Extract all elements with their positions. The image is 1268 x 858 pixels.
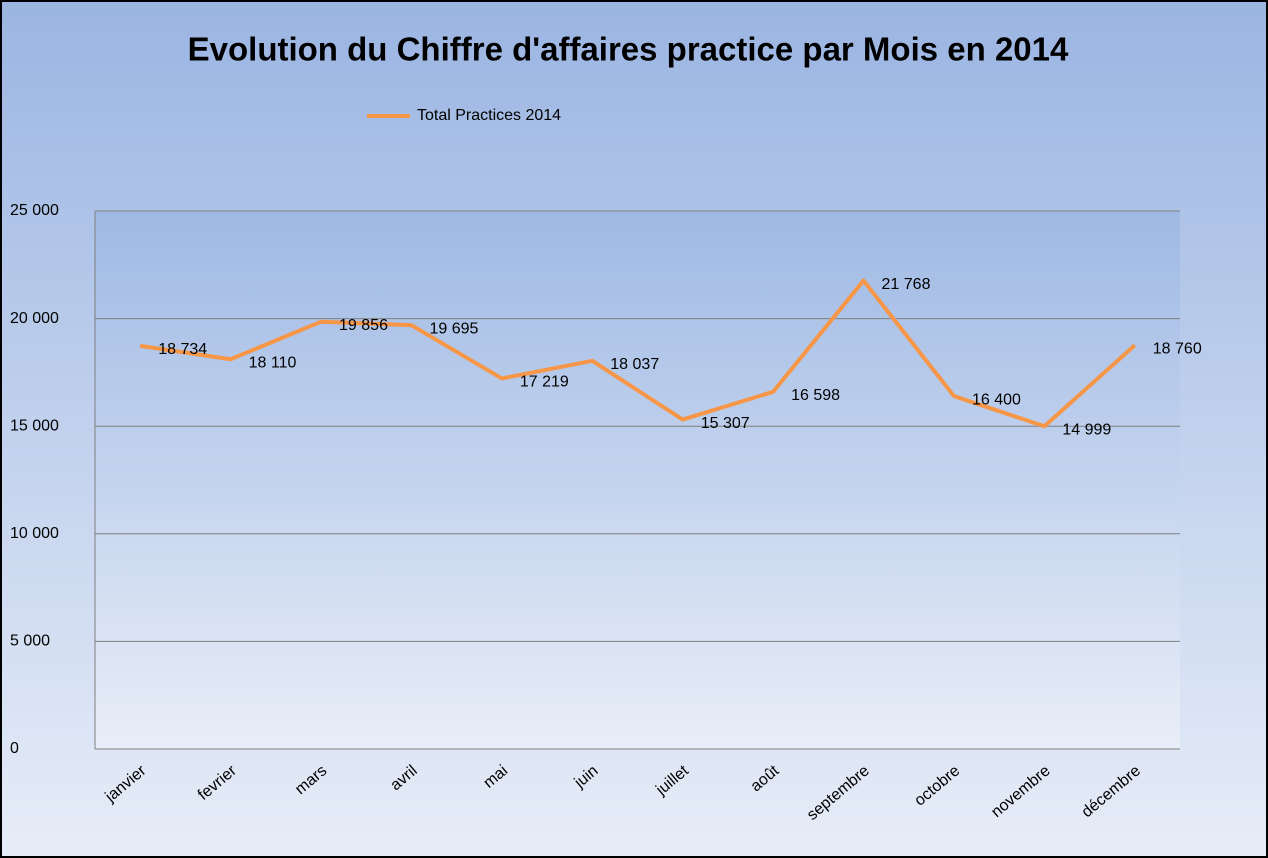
data-label: 16 400 — [972, 391, 1021, 408]
data-label: 19 856 — [339, 317, 388, 334]
plot-area — [95, 211, 1180, 749]
series-line — [139, 278, 1137, 429]
y-tick-label: 5 000 — [10, 633, 50, 650]
y-tick-label: 10 000 — [10, 525, 59, 542]
y-tick-label: 0 — [10, 740, 19, 757]
data-label: 19 695 — [429, 320, 478, 337]
data-label: 18 037 — [610, 356, 659, 373]
data-label: 16 598 — [791, 387, 840, 404]
data-label: 18 110 — [249, 354, 297, 371]
chart-title: Evolution du Chiffre d'affaires practice… — [188, 31, 1069, 68]
y-tick-label: 25 000 — [10, 202, 59, 219]
y-tick-label: 20 000 — [10, 310, 59, 327]
y-tick-label: 15 000 — [10, 417, 59, 434]
data-label: 17 219 — [520, 374, 569, 391]
data-label: 18 734 — [158, 341, 207, 358]
data-label: 18 760 — [1153, 341, 1202, 358]
data-label: 15 307 — [701, 415, 750, 432]
legend-label: Total Practices 2014 — [417, 107, 561, 124]
data-label: 14 999 — [1062, 421, 1111, 438]
data-label: 21 768 — [882, 276, 931, 293]
